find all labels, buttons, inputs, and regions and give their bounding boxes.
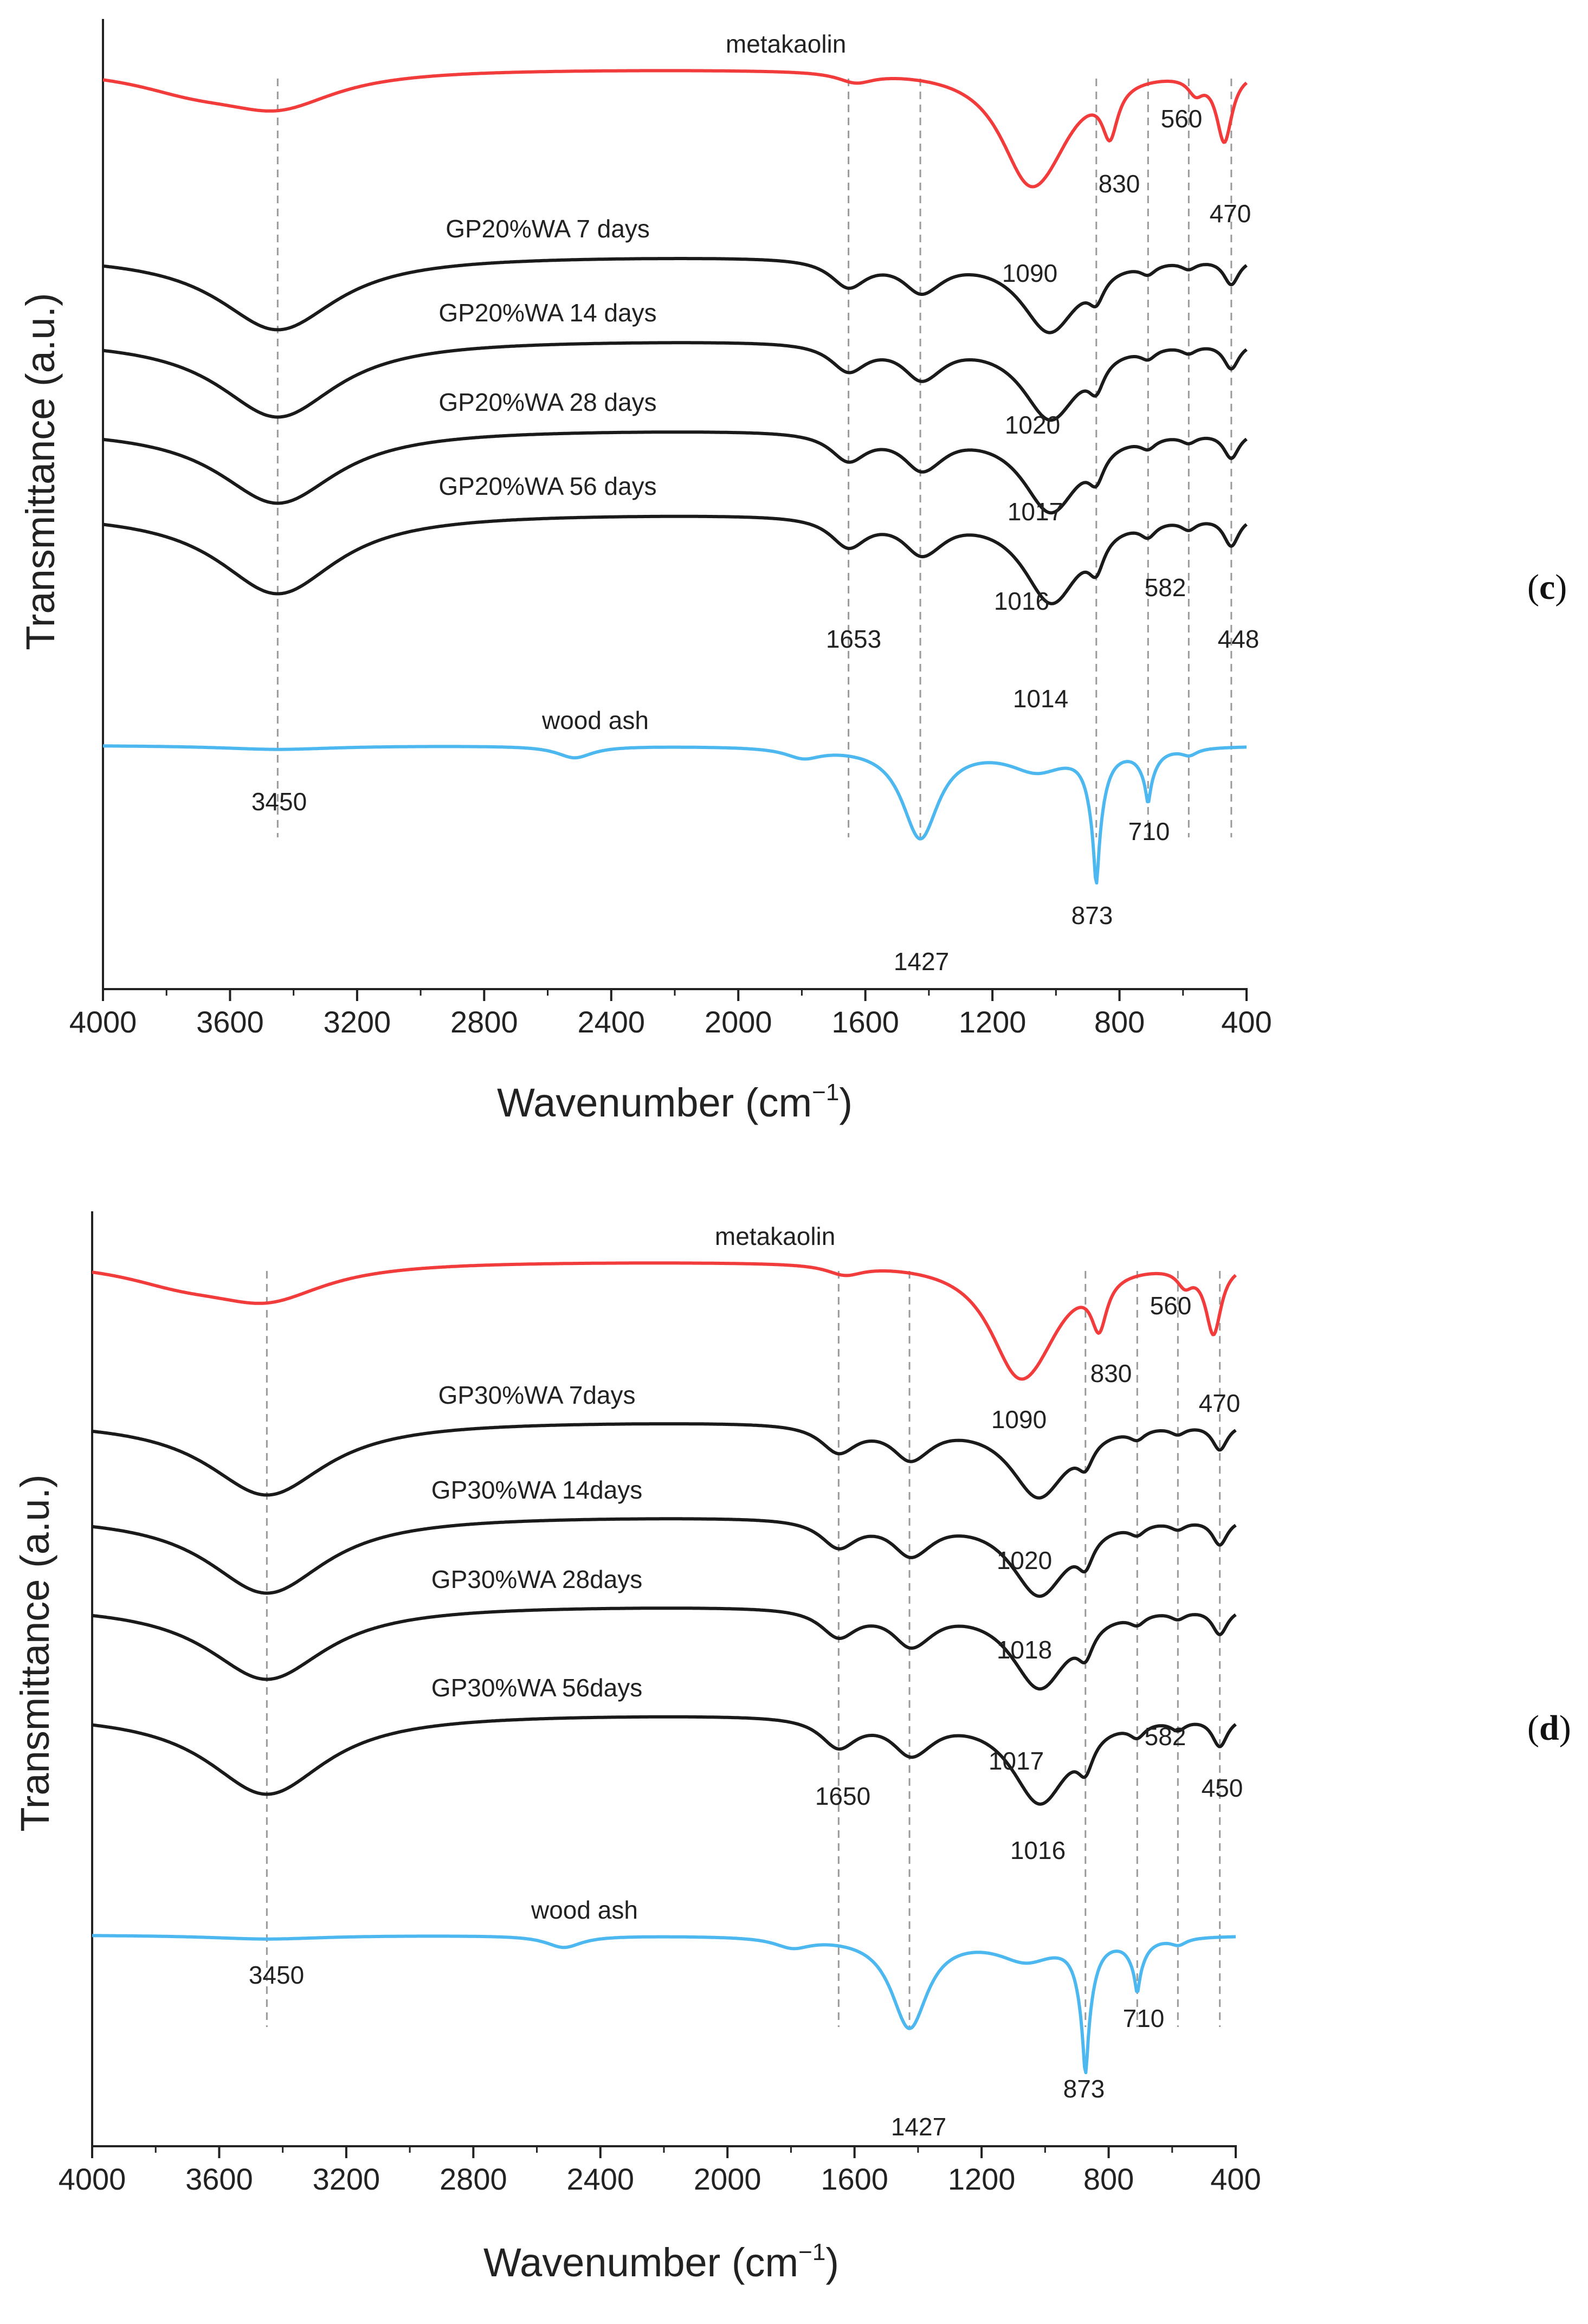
series-label: wood ash (531, 1896, 638, 1924)
series-line-gp20-wa-14-days (102, 341, 1248, 422)
peak-label: 830 (1099, 170, 1140, 198)
series-line-gp20-wa-28-days (102, 430, 1248, 515)
peak-label: 1427 (891, 2113, 946, 2141)
series-line-gp30-wa-14days (92, 1517, 1237, 1598)
y-axis-title: Transmittance (a.u.) (12, 1474, 57, 1831)
peak-label: 3450 (249, 1961, 304, 1989)
peak-label: 560 (1161, 105, 1203, 133)
x-tick-label: 400 (1210, 2162, 1261, 2196)
peak-label: 470 (1210, 199, 1251, 228)
peak-label: 560 (1150, 1292, 1192, 1320)
x-tick-label: 800 (1094, 1005, 1145, 1039)
peak-label: 1090 (991, 1405, 1047, 1434)
peak-label: 1016 (994, 587, 1049, 615)
peak-label: 710 (1123, 2004, 1165, 2032)
peak-label: 830 (1090, 1359, 1132, 1387)
series-label: GP20%WA 56 days (438, 472, 656, 500)
series-label: GP20%WA 7 days (446, 215, 650, 243)
x-tick-label: 4000 (59, 2162, 126, 2196)
series-label: GP30%WA 7days (438, 1381, 636, 1409)
series-line-gp30-wa-7days (92, 1422, 1237, 1500)
x-tick-label: 2800 (450, 1005, 518, 1039)
peak-label: 582 (1145, 573, 1186, 602)
peak-label: 582 (1145, 1722, 1186, 1751)
series-label: GP30%WA 14days (431, 1476, 643, 1504)
series-label: GP20%WA 14 days (438, 299, 656, 327)
x-tick-label: 2800 (440, 2162, 507, 2196)
panel-d-tag: (d) (1527, 1708, 1571, 1748)
series-label: GP30%WA 56days (431, 1674, 643, 1702)
peak-label: 1018 (997, 1636, 1052, 1664)
x-tick-label: 800 (1083, 2162, 1134, 2196)
series-line-metakaolin (102, 69, 1248, 189)
peak-label: 1017 (989, 1747, 1044, 1775)
peak-label: 1017 (1008, 498, 1063, 526)
peak-label: 1090 (1002, 259, 1057, 287)
x-tick-label: 2400 (566, 2162, 634, 2196)
series-line-metakaolin (92, 1261, 1237, 1381)
x-tick-label: 1200 (959, 1005, 1027, 1039)
x-tick-label: 2000 (705, 1005, 772, 1039)
panel-d-chart: 4000 3600 3200 2800 2400 2000 1600 1200 800 400 Wa… (12, 1211, 1261, 2285)
panel-c-chart: 4000 3600 3200 2800 2400 2000 1600 1200 800 400 Wa… (18, 19, 1272, 1125)
series-line-wood-ash (102, 744, 1247, 885)
series-line-gp20-wa-7-days (102, 257, 1248, 334)
series-line-wood-ash (92, 1934, 1236, 2075)
peak-label: 1653 (826, 625, 881, 653)
peak-label: 873 (1063, 2075, 1105, 2103)
x-tick-label: 1200 (948, 2162, 1016, 2196)
x-tick-label: 3200 (313, 2162, 380, 2196)
series-label: GP30%WA 28days (431, 1565, 643, 1593)
x-tick-label: 1600 (831, 1005, 899, 1039)
series-line-gp20-wa-56-days (102, 514, 1248, 605)
series-label: metakaolin (726, 30, 846, 58)
x-axis-title: Wavenumber (cm−1) (497, 1079, 853, 1125)
x-tick-label: 3200 (324, 1005, 391, 1039)
peak-label: 1020 (997, 1546, 1052, 1574)
peak-label: 448 (1218, 625, 1260, 653)
peak-label: 710 (1128, 817, 1170, 845)
x-tick-label: 1600 (821, 2162, 888, 2196)
peak-label: 1427 (894, 947, 949, 976)
x-tick-label: 3600 (185, 2162, 253, 2196)
peak-label: 3450 (251, 787, 307, 816)
series-label: metakaolin (715, 1222, 835, 1250)
peak-label: 470 (1199, 1389, 1241, 1417)
series-label: wood ash (541, 706, 649, 734)
y-axis-title: Transmittance (a.u.) (18, 293, 63, 650)
peak-label: 1650 (815, 1782, 870, 1810)
peak-label: 1014 (1013, 685, 1068, 713)
panel-c-tag: (c) (1527, 567, 1567, 607)
peak-label: 450 (1202, 1774, 1243, 1802)
x-tick-label: 3600 (196, 1005, 264, 1039)
peak-label: 1016 (1010, 1836, 1066, 1864)
x-tick-label: 400 (1221, 1005, 1271, 1039)
peak-label: 1020 (1005, 411, 1060, 439)
series-line-gp30-wa-56days (92, 1715, 1237, 1806)
x-axis-title: Wavenumber (cm−1) (483, 2239, 839, 2285)
series-label: GP20%WA 28 days (438, 388, 656, 416)
x-tick-label: 2400 (577, 1005, 645, 1039)
peak-label: 873 (1071, 901, 1113, 929)
x-tick-label: 2000 (694, 2162, 761, 2196)
series-line-gp30-wa-28days (92, 1606, 1237, 1691)
x-tick-label: 4000 (69, 1005, 137, 1039)
